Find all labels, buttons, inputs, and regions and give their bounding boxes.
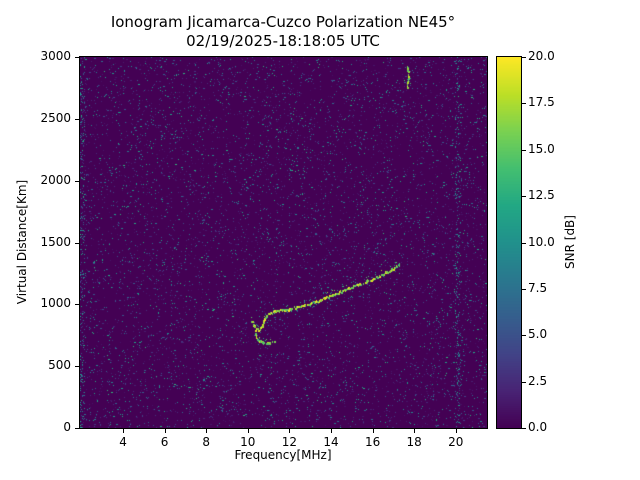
chart-subtitle: 02/19/2025-18:18:05 UTC bbox=[186, 32, 380, 50]
y-tick-label: 0 bbox=[63, 420, 71, 434]
x-tick-label: 8 bbox=[202, 435, 210, 449]
x-tick-mark bbox=[289, 429, 291, 433]
colorbar-tick-label: 12.5 bbox=[528, 188, 555, 203]
x-tick-label: 4 bbox=[119, 435, 127, 449]
y-tick-mark bbox=[75, 180, 79, 182]
colorbar-tick-label: 7.5 bbox=[528, 280, 548, 295]
y-tick-mark bbox=[75, 304, 79, 306]
colorbar-tick-label: 20.0 bbox=[528, 49, 555, 63]
colorbar-tick-mark bbox=[522, 288, 526, 290]
colorbar-tick-label: 2.5 bbox=[528, 373, 548, 388]
colorbar-label: SNR [dB] bbox=[563, 215, 577, 269]
x-tick-mark bbox=[206, 429, 208, 433]
y-tick-mark bbox=[75, 57, 79, 58]
colorbar-tick-label: 15.0 bbox=[528, 141, 555, 156]
x-tick-mark bbox=[455, 429, 457, 433]
y-tick-label: 1000 bbox=[40, 296, 71, 311]
x-tick-mark bbox=[372, 429, 374, 433]
x-axis-label: Frequency[MHz] bbox=[234, 448, 332, 462]
x-tick-mark bbox=[331, 429, 332, 433]
x-tick-mark bbox=[247, 429, 249, 433]
x-tick-label: 12 bbox=[281, 435, 298, 449]
colorbar-tick-mark bbox=[522, 57, 526, 58]
x-tick-label: 16 bbox=[364, 435, 381, 449]
colorbar-tick-mark bbox=[522, 242, 526, 244]
colorbar-tick-mark bbox=[522, 149, 526, 151]
colorbar-tick-mark bbox=[522, 103, 526, 105]
y-tick-label: 1500 bbox=[40, 234, 71, 249]
y-tick-label: 500 bbox=[48, 358, 71, 373]
colorbar-canvas bbox=[497, 57, 521, 428]
x-tick-label: 10 bbox=[240, 435, 256, 449]
x-tick-label: 20 bbox=[448, 435, 464, 449]
colorbar-tick-mark bbox=[522, 381, 526, 383]
y-tick-mark bbox=[75, 118, 79, 120]
colorbar-tick-label: 10.0 bbox=[528, 234, 555, 249]
y-tick-label: 2000 bbox=[40, 172, 71, 187]
colorbar-tick-label: 5.0 bbox=[528, 327, 548, 342]
colorbar-frame bbox=[496, 56, 522, 429]
y-tick-label: 3000 bbox=[40, 49, 71, 63]
y-tick-mark bbox=[75, 428, 79, 429]
heatmap-canvas bbox=[80, 57, 487, 428]
colorbar-tick-label: 17.5 bbox=[528, 95, 555, 110]
x-tick-label: 6 bbox=[160, 435, 169, 449]
plot-frame bbox=[79, 56, 488, 429]
x-tick-label: 14 bbox=[323, 435, 339, 449]
x-tick-mark bbox=[123, 429, 125, 433]
colorbar-tick-mark bbox=[522, 428, 526, 429]
y-tick-mark bbox=[75, 242, 79, 244]
colorbar-tick-label: 0.0 bbox=[528, 420, 548, 434]
x-tick-mark bbox=[164, 429, 166, 433]
chart-title: Ionogram Jicamarca-Cuzco Polarization NE… bbox=[110, 13, 456, 31]
y-tick-mark bbox=[75, 366, 79, 368]
y-tick-label: 2500 bbox=[40, 110, 71, 125]
x-tick-mark bbox=[414, 429, 416, 433]
x-tick-label: 18 bbox=[406, 435, 422, 449]
colorbar-tick-mark bbox=[522, 196, 526, 198]
colorbar-tick-mark bbox=[522, 335, 526, 337]
